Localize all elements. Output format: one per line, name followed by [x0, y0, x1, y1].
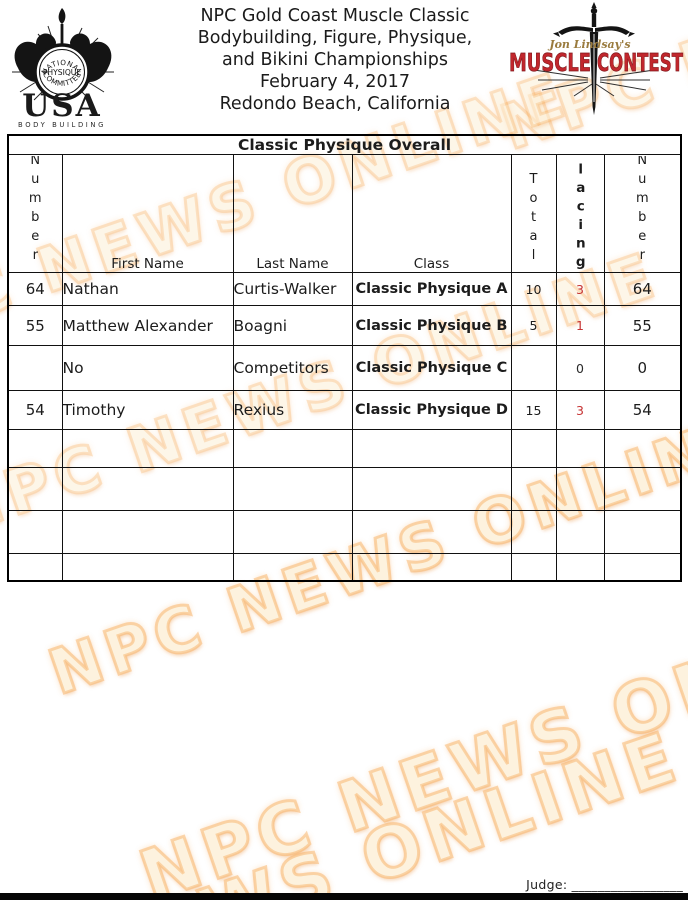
class-cell: Classic Physique D: [351, 390, 512, 430]
empty-cell: [61, 510, 234, 554]
torch-icon: [58, 8, 66, 50]
usa-text: USA: [22, 88, 101, 124]
jon-lindsays-script: Jon Lindsay's: [547, 38, 630, 51]
first-name-cell: Nathan: [61, 272, 234, 306]
npc-circle-middle-text: PHYSIQUE: [43, 68, 82, 77]
last-name-cell: Competitors: [232, 345, 353, 391]
number-cell: 55: [603, 305, 682, 346]
number-cell: 54: [603, 390, 682, 430]
judge-line: _________________: [571, 877, 683, 892]
empty-cell: [351, 510, 512, 554]
last-name-cell: Boagni: [232, 305, 353, 346]
empty-cell: [7, 429, 63, 468]
table-row-empty: [7, 510, 682, 554]
first-name-cell: Matthew Alexander: [61, 305, 234, 346]
col-header-number: Number: [7, 154, 63, 273]
empty-cell: [555, 553, 605, 581]
event-title-line: NPC Gold Coast Muscle Classic: [200, 6, 470, 26]
table-header-row: Number First Name Last Name Class Total …: [7, 154, 682, 273]
number-cell: 64: [603, 272, 682, 306]
burst-lines-icon: [533, 69, 655, 97]
col-header-placing: Placing: [555, 154, 605, 273]
table-row: 54 Timothy Rexius Classic Physique D 15 …: [7, 390, 682, 430]
empty-cell: [61, 467, 234, 511]
event-title-line: and Bikini Championships: [221, 50, 448, 70]
class-cell: Classic Physique C: [351, 345, 512, 391]
empty-cell: [603, 510, 682, 554]
empty-cell: [232, 553, 353, 581]
results-table: Classic Physique Overall Number First Na…: [7, 134, 683, 582]
muscle-text: MUSCLE: [509, 48, 591, 77]
event-title-line: Redondo Beach, California: [219, 94, 451, 114]
watermark-text: NPC NEWS ONLINE: [128, 569, 688, 900]
event-title-block: NPC Gold Coast Muscle Classic Bodybuildi…: [165, 5, 505, 115]
empty-cell: [555, 510, 605, 554]
empty-cell: [603, 553, 682, 581]
table-row-empty: [7, 553, 682, 581]
empty-cell: [510, 429, 557, 468]
empty-cell: [232, 429, 353, 468]
placing-cell: 3: [555, 272, 605, 306]
empty-cell: [7, 510, 63, 554]
musclecontest-logo: Jon Lindsay's MUSCLE CONTEST: [509, 2, 683, 115]
judge-label: Judge:: [526, 877, 568, 892]
empty-cell: [351, 467, 512, 511]
number-cell: 54: [7, 390, 63, 430]
table-row: 64 Nathan Curtis-Walker Classic Physique…: [7, 272, 682, 306]
npc-usa-logo: NATIONAL PHYSIQUE COMMITTEE USA BODY BUI…: [12, 8, 114, 129]
bottom-bar: [0, 893, 688, 900]
first-name-cell: Timothy: [61, 390, 234, 430]
table-row-empty: [7, 467, 682, 511]
total-cell: [510, 345, 557, 391]
number-cell: 64: [7, 272, 63, 306]
empty-cell: [232, 510, 353, 554]
col-header-first-name: First Name: [61, 154, 234, 273]
empty-cell: [61, 429, 234, 468]
empty-cell: [603, 467, 682, 511]
contest-text: CONTEST: [597, 48, 683, 77]
empty-cell: [555, 467, 605, 511]
empty-cell: [232, 467, 353, 511]
body-building-text: BODY BUILDING: [18, 121, 106, 129]
watermark-text: NPC NEWS ONLINE: [0, 714, 688, 900]
page-header: NATIONAL PHYSIQUE COMMITTEE USA BODY BUI…: [0, 0, 688, 132]
placing-cell: 0: [555, 345, 605, 391]
first-name-cell: No: [61, 345, 234, 391]
sword-icon: [553, 2, 635, 115]
last-name-cell: Rexius: [232, 390, 353, 430]
total-cell: 10: [510, 272, 557, 306]
col-header-total: Total: [510, 154, 557, 273]
number-cell: 55: [7, 305, 63, 346]
empty-cell: [510, 467, 557, 511]
table-row: No Competitors Classic Physique C 0 0: [7, 345, 682, 391]
number-cell: [7, 345, 63, 391]
empty-cell: [7, 467, 63, 511]
class-cell: Classic Physique A: [351, 272, 512, 306]
total-cell: 5: [510, 305, 557, 346]
col-header-class: Class: [351, 154, 512, 273]
number-cell: 0: [603, 345, 682, 391]
total-cell: 15: [510, 390, 557, 430]
col-header-number-right: Number: [603, 154, 682, 273]
empty-cell: [555, 429, 605, 468]
table-row-empty: [7, 429, 682, 468]
col-header-last-name: Last Name: [232, 154, 353, 273]
placing-cell: 3: [555, 390, 605, 430]
event-title-line: Bodybuilding, Figure, Physique,: [197, 28, 473, 48]
event-title-line: February 4, 2017: [260, 72, 410, 92]
empty-cell: [510, 553, 557, 581]
table-row: 55 Matthew Alexander Boagni Classic Phys…: [7, 305, 682, 346]
last-name-cell: Curtis-Walker: [232, 272, 353, 306]
table-title: Classic Physique Overall: [7, 134, 682, 155]
empty-cell: [351, 429, 512, 468]
empty-cell: [351, 553, 512, 581]
empty-cell: [7, 553, 63, 581]
empty-cell: [603, 429, 682, 468]
class-cell: Classic Physique B: [351, 305, 512, 346]
judge-signature: Judge: _________________: [526, 877, 683, 892]
empty-cell: [510, 510, 557, 554]
empty-cell: [61, 553, 234, 581]
placing-cell: 1: [555, 305, 605, 346]
